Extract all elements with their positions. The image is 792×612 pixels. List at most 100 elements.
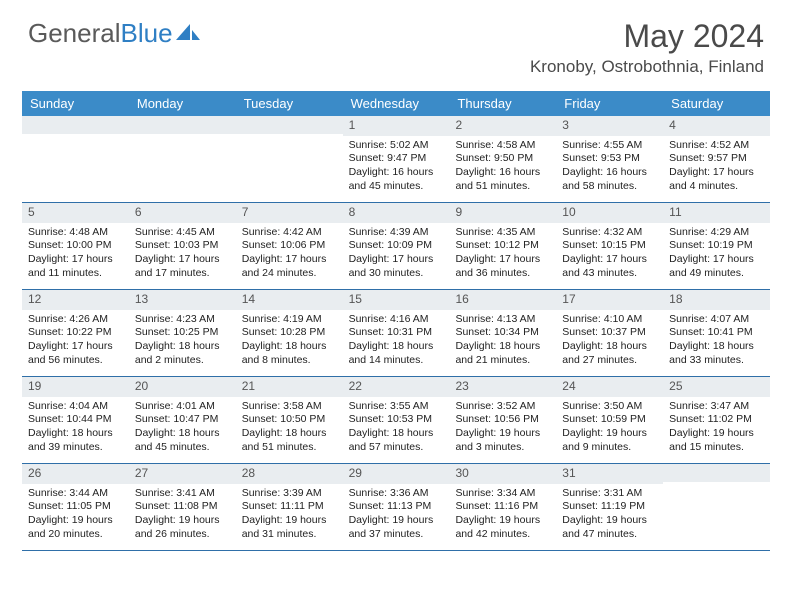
day-header-cell: Friday [556, 91, 663, 116]
sunrise-text: Sunrise: 4:19 AM [242, 313, 337, 327]
day-header-cell: Monday [129, 91, 236, 116]
sunrise-text: Sunrise: 3:36 AM [349, 487, 444, 501]
day-header-row: SundayMondayTuesdayWednesdayThursdayFrid… [22, 91, 770, 116]
sunrise-text: Sunrise: 3:50 AM [562, 400, 657, 414]
day-number: 21 [236, 377, 343, 397]
sunrise-text: Sunrise: 4:55 AM [562, 139, 657, 153]
calendar-cell: 2Sunrise: 4:58 AMSunset: 9:50 PMDaylight… [449, 116, 556, 202]
sunset-text: Sunset: 10:59 PM [562, 413, 657, 427]
cell-body: Sunrise: 3:47 AMSunset: 11:02 PMDaylight… [663, 397, 770, 459]
cell-body: Sunrise: 4:23 AMSunset: 10:25 PMDaylight… [129, 310, 236, 372]
day-number: 23 [449, 377, 556, 397]
sunset-text: Sunset: 10:56 PM [455, 413, 550, 427]
daylight-text: Daylight: 17 hours and 11 minutes. [28, 253, 123, 280]
cell-body: Sunrise: 4:29 AMSunset: 10:19 PMDaylight… [663, 223, 770, 285]
sunset-text: Sunset: 11:05 PM [28, 500, 123, 514]
week-row: 1Sunrise: 5:02 AMSunset: 9:47 PMDaylight… [22, 116, 770, 203]
daylight-text: Daylight: 19 hours and 20 minutes. [28, 514, 123, 541]
daylight-text: Daylight: 17 hours and 36 minutes. [455, 253, 550, 280]
sunrise-text: Sunrise: 4:10 AM [562, 313, 657, 327]
logo-text-1: General [28, 18, 121, 49]
cell-body: Sunrise: 4:04 AMSunset: 10:44 PMDaylight… [22, 397, 129, 459]
weeks-container: 1Sunrise: 5:02 AMSunset: 9:47 PMDaylight… [22, 116, 770, 551]
day-number: 7 [236, 203, 343, 223]
header: GeneralBlue May 2024 Kronoby, Ostrobothn… [0, 0, 792, 83]
daylight-text: Daylight: 18 hours and 8 minutes. [242, 340, 337, 367]
sunrise-text: Sunrise: 4:48 AM [28, 226, 123, 240]
calendar-cell: 16Sunrise: 4:13 AMSunset: 10:34 PMDaylig… [449, 290, 556, 376]
daylight-text: Daylight: 18 hours and 45 minutes. [135, 427, 230, 454]
calendar-cell: 18Sunrise: 4:07 AMSunset: 10:41 PMDaylig… [663, 290, 770, 376]
cell-body: Sunrise: 4:52 AMSunset: 9:57 PMDaylight:… [663, 136, 770, 198]
sunset-text: Sunset: 10:09 PM [349, 239, 444, 253]
sunset-text: Sunset: 10:44 PM [28, 413, 123, 427]
week-row: 12Sunrise: 4:26 AMSunset: 10:22 PMDaylig… [22, 290, 770, 377]
calendar-cell: 22Sunrise: 3:55 AMSunset: 10:53 PMDaylig… [343, 377, 450, 463]
daylight-text: Daylight: 18 hours and 14 minutes. [349, 340, 444, 367]
day-number: 13 [129, 290, 236, 310]
calendar-cell: 30Sunrise: 3:34 AMSunset: 11:16 PMDaylig… [449, 464, 556, 550]
sunrise-text: Sunrise: 4:16 AM [349, 313, 444, 327]
calendar-cell: 31Sunrise: 3:31 AMSunset: 11:19 PMDaylig… [556, 464, 663, 550]
day-number: 3 [556, 116, 663, 136]
month-title: May 2024 [530, 18, 764, 55]
calendar-cell [22, 116, 129, 202]
sunset-text: Sunset: 10:00 PM [28, 239, 123, 253]
day-header-cell: Tuesday [236, 91, 343, 116]
sunrise-text: Sunrise: 3:44 AM [28, 487, 123, 501]
day-number: 25 [663, 377, 770, 397]
cell-body: Sunrise: 4:45 AMSunset: 10:03 PMDaylight… [129, 223, 236, 285]
daylight-text: Daylight: 17 hours and 30 minutes. [349, 253, 444, 280]
sunset-text: Sunset: 10:37 PM [562, 326, 657, 340]
sunrise-text: Sunrise: 3:39 AM [242, 487, 337, 501]
cell-body: Sunrise: 3:50 AMSunset: 10:59 PMDaylight… [556, 397, 663, 459]
day-number: 15 [343, 290, 450, 310]
daylight-text: Daylight: 18 hours and 33 minutes. [669, 340, 764, 367]
daylight-text: Daylight: 17 hours and 56 minutes. [28, 340, 123, 367]
day-number [236, 116, 343, 134]
daylight-text: Daylight: 19 hours and 42 minutes. [455, 514, 550, 541]
daylight-text: Daylight: 19 hours and 47 minutes. [562, 514, 657, 541]
day-number: 20 [129, 377, 236, 397]
day-number: 22 [343, 377, 450, 397]
cell-body: Sunrise: 3:36 AMSunset: 11:13 PMDaylight… [343, 484, 450, 546]
sunrise-text: Sunrise: 5:02 AM [349, 139, 444, 153]
sunrise-text: Sunrise: 3:52 AM [455, 400, 550, 414]
daylight-text: Daylight: 16 hours and 51 minutes. [455, 166, 550, 193]
calendar-cell: 1Sunrise: 5:02 AMSunset: 9:47 PMDaylight… [343, 116, 450, 202]
daylight-text: Daylight: 17 hours and 17 minutes. [135, 253, 230, 280]
day-number: 5 [22, 203, 129, 223]
cell-body: Sunrise: 3:34 AMSunset: 11:16 PMDaylight… [449, 484, 556, 546]
sunrise-text: Sunrise: 4:29 AM [669, 226, 764, 240]
calendar-cell: 27Sunrise: 3:41 AMSunset: 11:08 PMDaylig… [129, 464, 236, 550]
cell-body: Sunrise: 4:48 AMSunset: 10:00 PMDaylight… [22, 223, 129, 285]
sunset-text: Sunset: 10:22 PM [28, 326, 123, 340]
day-number: 4 [663, 116, 770, 136]
cell-body: Sunrise: 5:02 AMSunset: 9:47 PMDaylight:… [343, 136, 450, 198]
day-number: 8 [343, 203, 450, 223]
day-number: 17 [556, 290, 663, 310]
day-number: 14 [236, 290, 343, 310]
sunrise-text: Sunrise: 4:23 AM [135, 313, 230, 327]
day-number: 2 [449, 116, 556, 136]
calendar-cell: 26Sunrise: 3:44 AMSunset: 11:05 PMDaylig… [22, 464, 129, 550]
sunrise-text: Sunrise: 4:04 AM [28, 400, 123, 414]
day-number: 28 [236, 464, 343, 484]
sunset-text: Sunset: 11:11 PM [242, 500, 337, 514]
sunset-text: Sunset: 10:34 PM [455, 326, 550, 340]
cell-body: Sunrise: 4:55 AMSunset: 9:53 PMDaylight:… [556, 136, 663, 198]
calendar-cell: 20Sunrise: 4:01 AMSunset: 10:47 PMDaylig… [129, 377, 236, 463]
daylight-text: Daylight: 19 hours and 15 minutes. [669, 427, 764, 454]
day-number: 19 [22, 377, 129, 397]
sunrise-text: Sunrise: 4:26 AM [28, 313, 123, 327]
sunset-text: Sunset: 9:57 PM [669, 152, 764, 166]
cell-body: Sunrise: 4:32 AMSunset: 10:15 PMDaylight… [556, 223, 663, 285]
sunrise-text: Sunrise: 3:34 AM [455, 487, 550, 501]
calendar-cell: 11Sunrise: 4:29 AMSunset: 10:19 PMDaylig… [663, 203, 770, 289]
day-number: 16 [449, 290, 556, 310]
cell-body: Sunrise: 4:10 AMSunset: 10:37 PMDaylight… [556, 310, 663, 372]
cell-body: Sunrise: 4:42 AMSunset: 10:06 PMDaylight… [236, 223, 343, 285]
sunrise-text: Sunrise: 4:35 AM [455, 226, 550, 240]
sunrise-text: Sunrise: 4:01 AM [135, 400, 230, 414]
cell-body: Sunrise: 3:52 AMSunset: 10:56 PMDaylight… [449, 397, 556, 459]
